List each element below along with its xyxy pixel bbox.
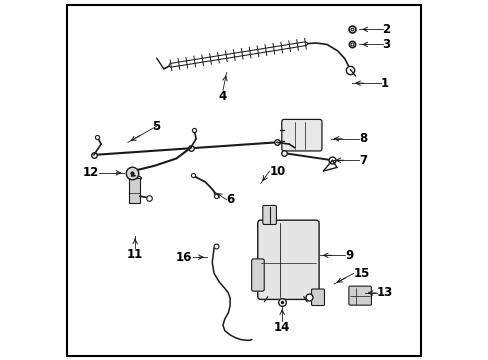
- Text: 16: 16: [176, 251, 192, 264]
- FancyBboxPatch shape: [281, 120, 321, 151]
- Text: 11: 11: [127, 248, 143, 261]
- FancyBboxPatch shape: [251, 259, 264, 291]
- Text: 5: 5: [152, 120, 161, 133]
- Text: 4: 4: [219, 90, 226, 103]
- Text: 12: 12: [83, 166, 99, 179]
- FancyBboxPatch shape: [348, 286, 371, 305]
- Text: 10: 10: [269, 165, 285, 177]
- Text: 7: 7: [359, 154, 366, 167]
- Text: 1: 1: [380, 77, 388, 90]
- FancyBboxPatch shape: [257, 220, 319, 300]
- FancyBboxPatch shape: [262, 206, 276, 225]
- FancyBboxPatch shape: [129, 178, 140, 203]
- Text: 6: 6: [226, 193, 234, 206]
- FancyBboxPatch shape: [311, 289, 324, 306]
- Text: 14: 14: [273, 320, 290, 334]
- Text: 9: 9: [344, 249, 352, 262]
- Text: 15: 15: [353, 267, 369, 280]
- Ellipse shape: [128, 176, 141, 181]
- Text: 13: 13: [376, 287, 393, 300]
- Text: 2: 2: [382, 23, 390, 36]
- Text: 8: 8: [359, 132, 367, 145]
- Text: 3: 3: [382, 38, 390, 51]
